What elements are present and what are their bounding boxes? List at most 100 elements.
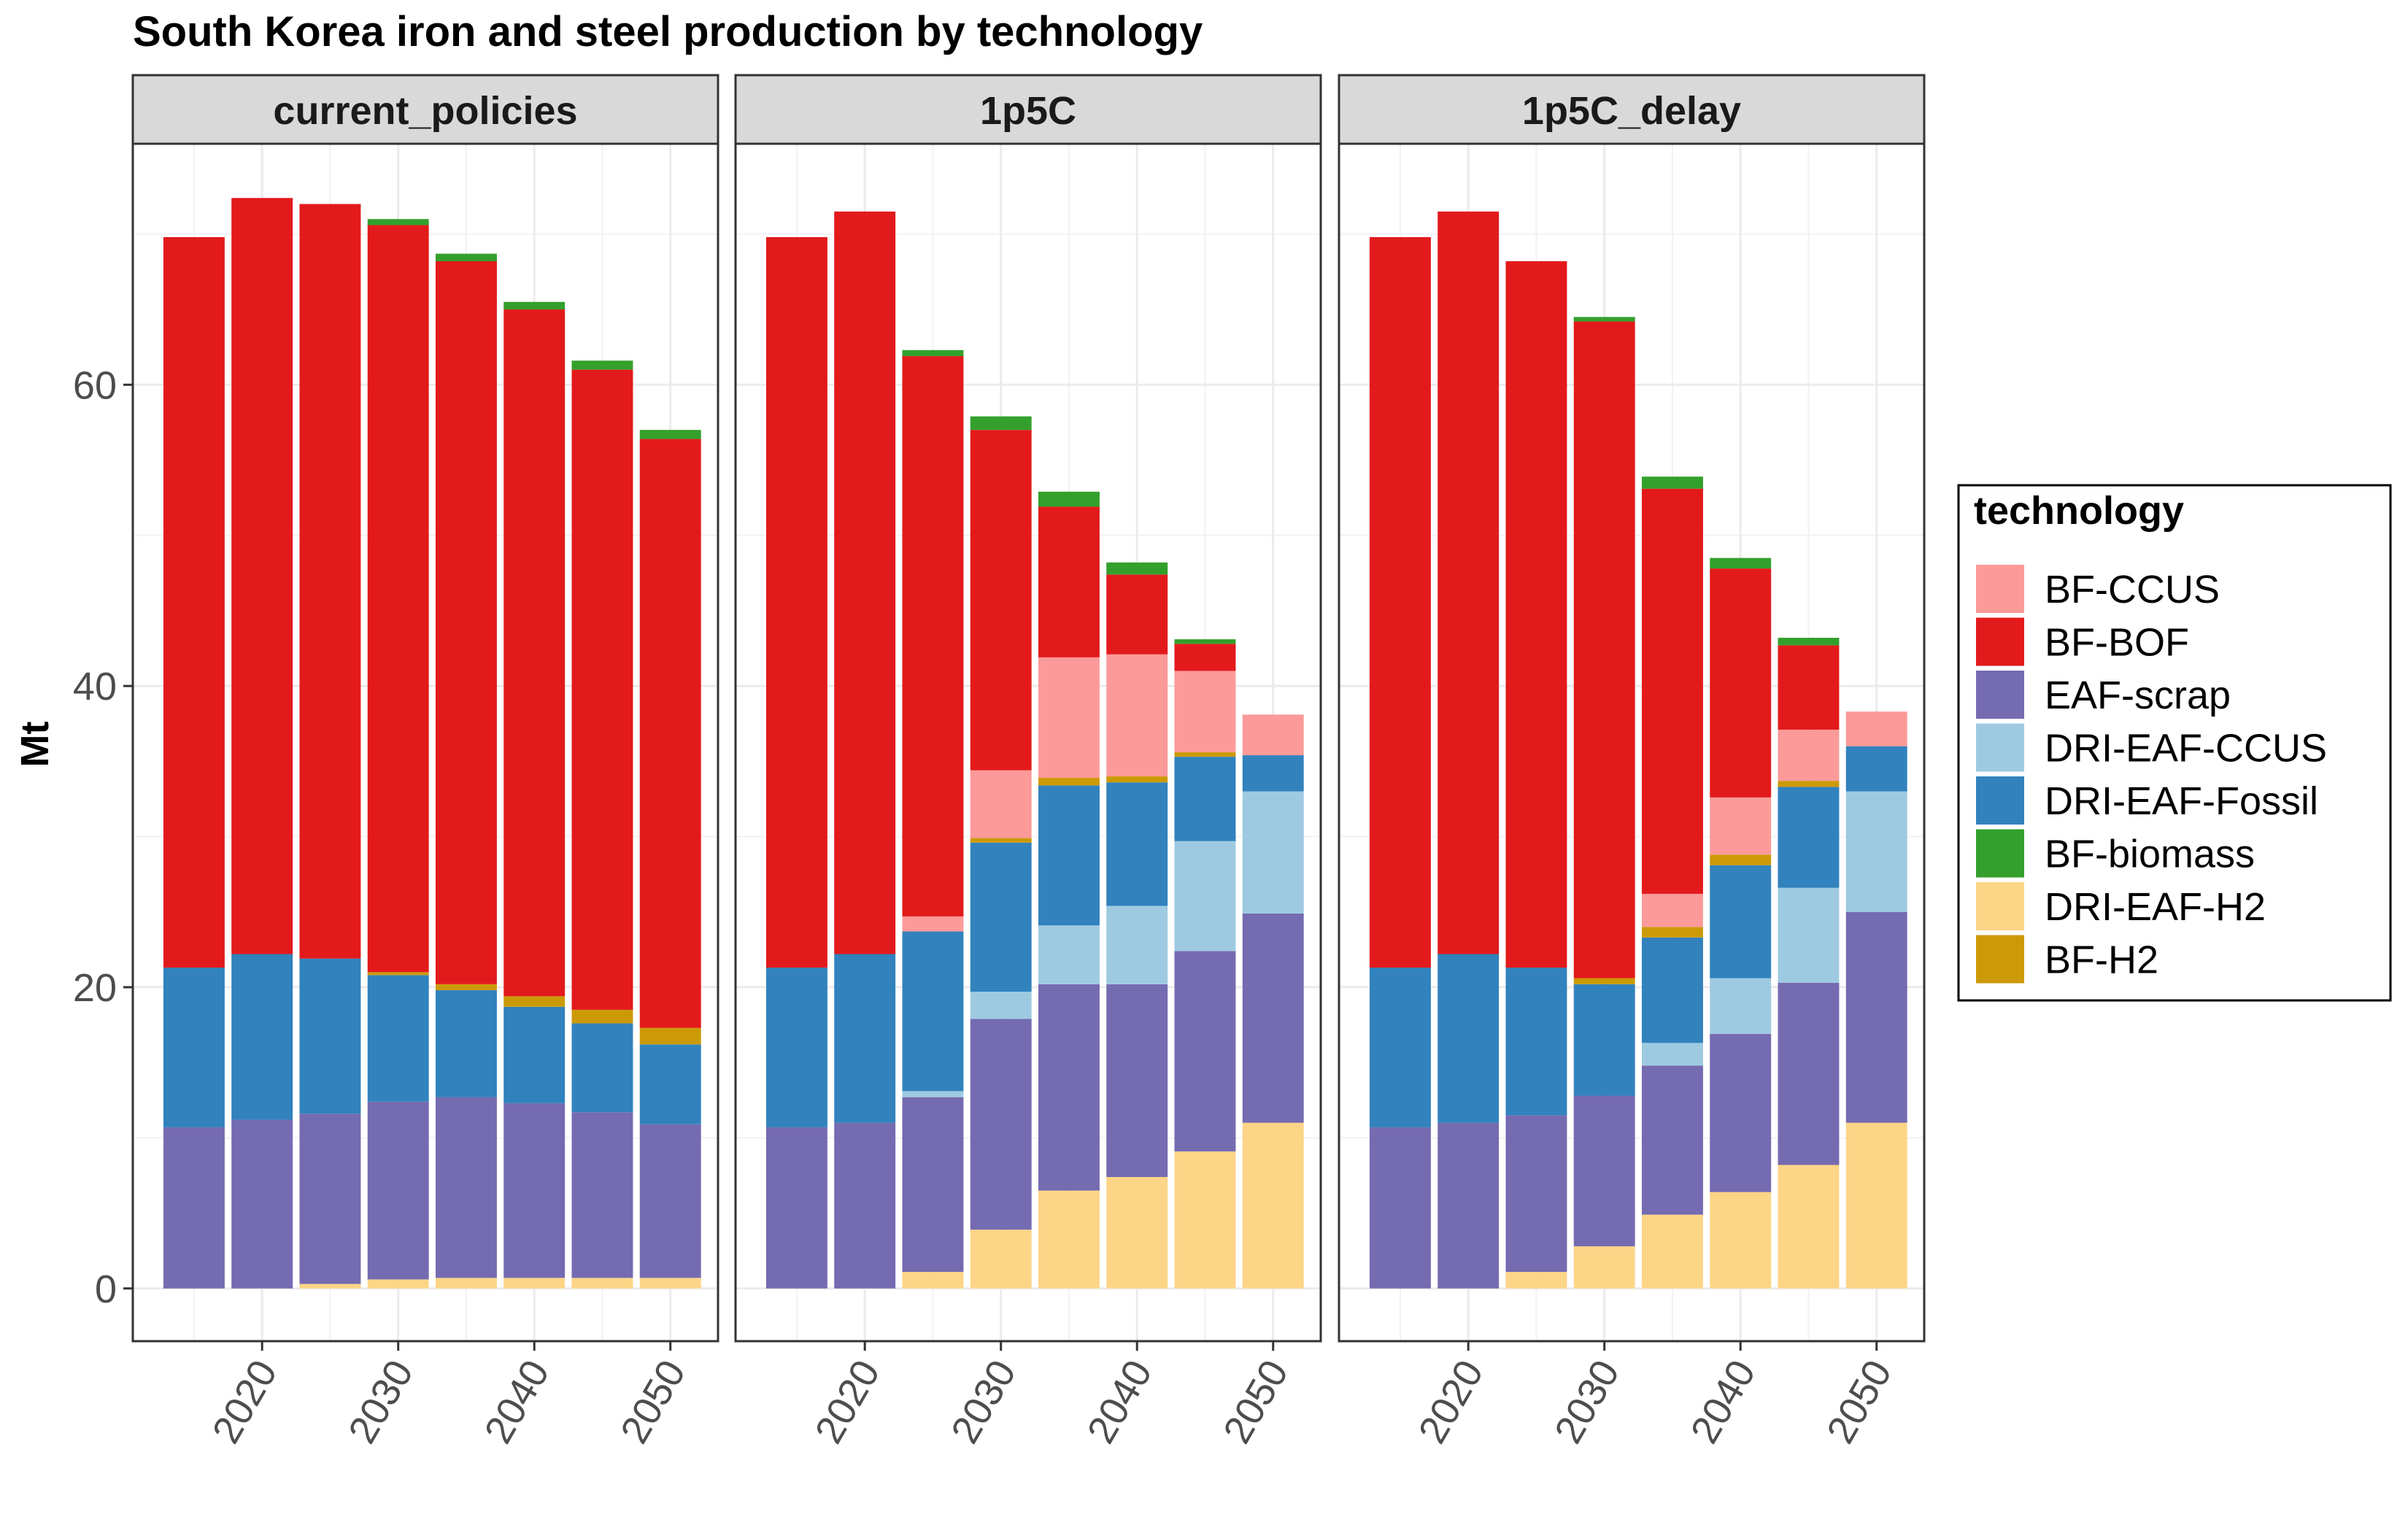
bar-segment-BF-CCUS	[1710, 797, 1772, 855]
bar-segment-BF-H2	[503, 996, 566, 1007]
bar-segment-BF-CCUS	[1641, 893, 1703, 927]
bar-segment-EAF-scrap	[1242, 913, 1304, 1123]
bar-segment-BF-BOF	[1505, 261, 1567, 968]
bar-segment-DRI-EAF-Fossil	[639, 1044, 701, 1124]
facet-panel-1p5C_delay: 1p5C_delay 2020 2030 2040 2050	[1338, 74, 1926, 1451]
legend-key	[1976, 671, 2024, 719]
y-axis-label: Mt	[13, 722, 57, 768]
y-tick-label: 40	[73, 665, 117, 709]
bar-segment-EAF-scrap	[367, 1101, 429, 1280]
bar-segment-BF-biomass	[435, 253, 497, 262]
legend-label: EAF-scrap	[2045, 674, 2231, 717]
bar-segment-BF-biomass	[367, 219, 429, 225]
bar-segment-BF-CCUS	[1106, 654, 1168, 776]
bar-segment-BF-BOF	[571, 369, 633, 1010]
x-tick-label: 2040	[1079, 1353, 1161, 1451]
x-tick-label: 2040	[476, 1353, 558, 1451]
bar-segment-DRI-EAF-Fossil	[1710, 865, 1772, 979]
bar-segment-BF-biomass	[1573, 317, 1635, 322]
bar-segment-EAF-scrap	[1845, 911, 1907, 1123]
x-tick-label: 2020	[1411, 1353, 1492, 1451]
bar-segment-EAF-scrap	[1710, 1033, 1772, 1192]
legend-key	[1976, 829, 2024, 878]
panel-border	[734, 142, 1322, 1343]
bar-segment-EAF-scrap	[503, 1103, 566, 1278]
legend: technology BF-CCUS BF-BOF EAF-scrap DRI-EAF…	[1957, 484, 2392, 1002]
bar-segment-EAF-scrap	[435, 1097, 497, 1278]
bar-segment-BF-H2	[970, 838, 1032, 843]
bar-segment-EAF-scrap	[1573, 1095, 1635, 1246]
bar-segment-DRI-EAF-CCUS	[902, 1091, 964, 1097]
bar-segment-DRI-EAF-H2	[970, 1230, 1032, 1289]
bar-segment-BF-BOF	[231, 198, 293, 954]
facet-panel-1p5C: 1p5C 2020 2030 2040 2050	[734, 74, 1322, 1451]
facet-strip-label: 1p5C_delay	[1522, 89, 1741, 133]
bar-segment-DRI-EAF-CCUS	[1778, 887, 1840, 983]
bar-segment-DRI-EAF-H2	[1242, 1122, 1304, 1289]
bar-segment-BF-BOF	[299, 204, 361, 959]
bar-segment-DRI-EAF-CCUS	[1038, 925, 1100, 984]
bar-segment-BF-BOF	[1106, 574, 1168, 655]
bar-segment-BF-H2	[639, 1027, 701, 1045]
x-tick-label: 2030	[340, 1353, 422, 1451]
legend-key	[1976, 565, 2024, 613]
bar-segment-EAF-scrap	[970, 1019, 1032, 1230]
bar-segment-DRI-EAF-H2	[639, 1278, 701, 1289]
bar-segment-DRI-EAF-H2	[902, 1272, 964, 1289]
bar-segment-DRI-EAF-H2	[1641, 1214, 1703, 1289]
legend-item-BF-H2: BF-H2	[1976, 935, 2158, 984]
facet-strip-label: current_policies	[273, 89, 577, 133]
bar-segment-BF-biomass	[1641, 476, 1703, 489]
x-tick-label: 2050	[612, 1353, 694, 1451]
legend-key	[1976, 723, 2024, 772]
bar-segment-BF-BOF	[902, 356, 964, 916]
legend-title: technology	[1974, 489, 2184, 533]
bar-segment-BF-H2	[367, 972, 429, 976]
facet-strip	[1338, 74, 1926, 145]
bar-segment-DRI-EAF-CCUS	[1710, 978, 1772, 1034]
bar-segment-DRI-EAF-Fossil	[367, 975, 429, 1102]
legend-item-BF-BOF: BF-BOF	[1976, 617, 2189, 666]
bar-segment-BF-CCUS	[970, 770, 1032, 838]
legend-item-DRI-EAF-H2: DRI-EAF-H2	[1976, 882, 2266, 930]
bar-segment-EAF-scrap	[1369, 1127, 1431, 1289]
bar-segment-BF-BOF	[1778, 645, 1840, 730]
bar-segment-BF-BOF	[1710, 568, 1772, 798]
bar-segment-EAF-scrap	[1641, 1065, 1703, 1215]
bar-segment-DRI-EAF-H2	[1778, 1165, 1840, 1289]
bar-segment-BF-biomass	[1710, 557, 1772, 569]
x-tick-label: 2030	[943, 1353, 1024, 1451]
bar-segment-DRI-EAF-Fossil	[163, 968, 225, 1127]
y-tick-label: 0	[95, 1267, 117, 1311]
bar-segment-DRI-EAF-Fossil	[1778, 787, 1840, 888]
facet-strip	[734, 74, 1322, 145]
bar-segment-BF-BOF	[163, 236, 225, 968]
bar-segment-BF-biomass	[571, 360, 633, 370]
bar-segment-DRI-EAF-Fossil	[970, 842, 1032, 992]
bar-segment-DRI-EAF-H2	[1174, 1151, 1236, 1289]
bar-segment-BF-CCUS	[1778, 729, 1840, 781]
legend-label: BF-BOF	[2045, 621, 2189, 665]
bar-segment-BF-BOF	[970, 430, 1032, 771]
legend-item-EAF-scrap: EAF-scrap	[1976, 671, 2231, 719]
bar-segment-EAF-scrap	[834, 1122, 896, 1289]
bar-segment-BF-H2	[1710, 854, 1772, 865]
bar-segment-BF-BOF	[1369, 236, 1431, 968]
legend-items: BF-CCUS BF-BOF EAF-scrap DRI-EAF-CCUS DRI-EA…	[1976, 565, 2327, 984]
bar-segment-DRI-EAF-Fossil	[902, 931, 964, 1092]
bar-segment-DRI-EAF-CCUS	[1845, 791, 1907, 912]
legend-frame	[1957, 484, 2392, 1002]
bar-segment-DRI-EAF-Fossil	[1106, 782, 1168, 906]
legend-item-DRI-EAF-CCUS: DRI-EAF-CCUS	[1976, 723, 2327, 772]
bar-segment-DRI-EAF-H2	[571, 1278, 633, 1289]
bar-segment-BF-biomass	[1106, 562, 1168, 575]
bar-segment-DRI-EAF-Fossil	[1174, 757, 1236, 841]
x-tick-label: 2050	[1818, 1353, 1900, 1451]
legend-key	[1976, 882, 2024, 930]
x-tick-label: 2050	[1215, 1353, 1297, 1451]
bar-segment-DRI-EAF-Fossil	[834, 954, 896, 1123]
bar-segment-EAF-scrap	[639, 1124, 701, 1278]
